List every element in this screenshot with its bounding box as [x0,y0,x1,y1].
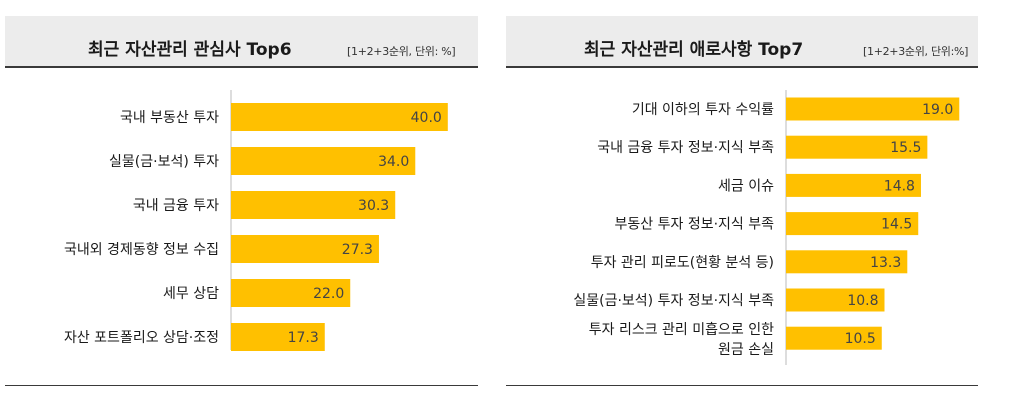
value-label: 14.8 [884,178,915,194]
interest-header-rule [5,66,478,68]
bar [786,173,921,197]
difficulty-bar-chart: 19.0 기대 이하의 투자 수익률 15.5 국내 금융 투자 정보·지식 부족 14… [573,90,960,365]
category-label: 국내 부동산 투자 [120,110,219,126]
category-label: 실물(금·보석) 투자 정보·지식 부족 [573,293,774,309]
value-label: 19.0 [922,102,953,118]
difficulty-bottom-rule [506,385,978,386]
bar [786,97,960,121]
value-label: 15.5 [890,140,921,156]
bar [231,235,379,263]
category-label: 국내 금융 투자 [133,198,219,214]
value-label: 30.3 [358,198,389,214]
category-label: 국내외 경제동향 정보 수집 [64,242,219,258]
bar [231,323,325,351]
category-label: 국내 금융 투자 정보·지식 부족 [597,140,774,156]
category-label: 기대 이하의 투자 수익률 [632,102,774,118]
interest-chart-title: 최근 자산관리 관심사 Top6 [88,40,292,60]
interest-chart-header: 최근 자산관리 관심사 Top6 [1+2+3순위, 단위: %] [5,16,478,66]
interest-bar-chart: 40.0 국내 부동산 투자 34.0 실물(금·보석) 투자 30.3 국내 금융 투자… [64,90,448,351]
value-label: 22.0 [313,286,344,302]
interest-bottom-rule [5,385,478,386]
bar [231,191,396,219]
bar [786,212,919,236]
bar [231,103,448,131]
value-label: 40.0 [411,110,442,126]
value-label: 10.8 [847,293,878,309]
category-label: 부동산 투자 정보·지식 부족 [615,217,775,233]
bar [786,326,882,350]
value-label: 17.3 [288,330,319,346]
value-label: 13.3 [870,255,901,271]
value-label: 27.3 [342,242,373,258]
category-label: 실물(금·보석) 투자 [109,154,219,170]
difficulty-chart-panel: 최근 자산관리 애로사항 Top7 [1+2+3순위, 단위:%] 19.0 기대… [506,0,978,386]
bar [786,135,928,159]
interest-chart-unit: [1+2+3순위, 단위: %] [347,45,456,58]
difficulty-chart-unit: [1+2+3순위, 단위:%] [863,45,969,58]
difficulty-chart-title: 최근 자산관리 애로사항 Top7 [584,40,804,60]
interest-chart-panel: 최근 자산관리 관심사 Top6 [1+2+3순위, 단위: %] 40.0 국내… [5,0,478,386]
bar [231,147,416,175]
value-label: 10.5 [845,331,876,347]
difficulty-chart-header: 최근 자산관리 애로사항 Top7 [1+2+3순위, 단위:%] [506,16,978,66]
value-label: 14.5 [881,217,912,233]
bar [231,279,351,307]
category-label: 세금 이슈 [718,178,774,194]
bar [786,250,908,274]
category-label: 투자 관리 피로도(현황 분석 등) [591,255,774,271]
value-label: 34.0 [378,154,409,170]
bar [786,288,885,312]
category-label: 투자 리스크 관리 미흡으로 인한 원금 손실 [589,322,774,358]
category-label: 세무 상담 [163,286,219,302]
difficulty-header-rule [506,66,978,68]
category-label: 자산 포트폴리오 상담·조정 [64,330,219,346]
